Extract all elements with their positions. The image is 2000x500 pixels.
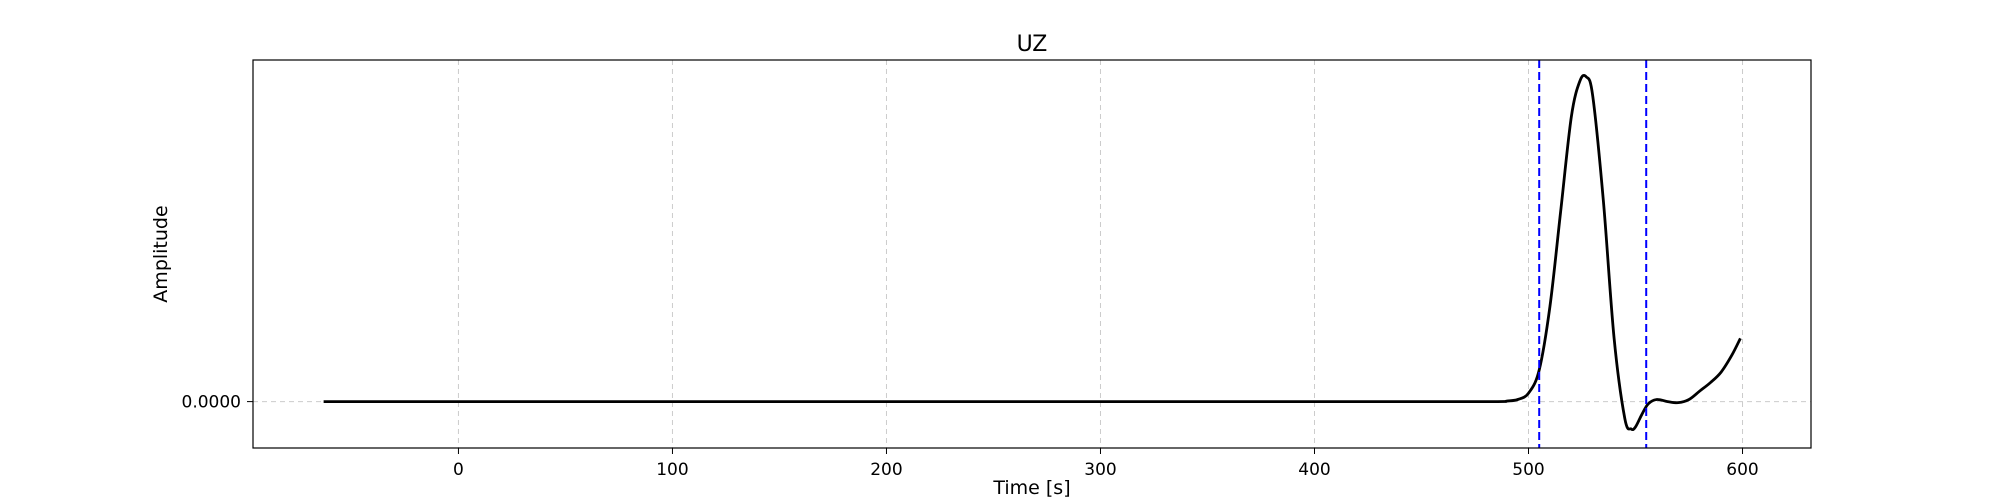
x-tick-label: 600 [1726, 460, 1758, 480]
series-layer [323, 74, 1742, 432]
x-tick-label: 300 [1084, 460, 1116, 480]
vertical-markers [1538, 60, 1648, 448]
x-tick-label: 500 [1512, 460, 1544, 480]
series-line [323, 74, 1742, 432]
y-tick-label: 0.0000 [182, 393, 241, 413]
plot-frame [252, 59, 1812, 449]
x-tick-label: 200 [870, 460, 902, 480]
x-tick-label: 100 [656, 460, 688, 480]
x-tick-label: 0 [453, 460, 464, 480]
y-axis-label: Amplitude [150, 205, 172, 302]
x-tick-label: 400 [1298, 460, 1330, 480]
chart-title: UZ [1017, 32, 1048, 57]
x-axis-label: Time [s] [992, 477, 1070, 499]
ticks: 0 100 200 300 400 500 600 0.0000 [182, 393, 1759, 480]
